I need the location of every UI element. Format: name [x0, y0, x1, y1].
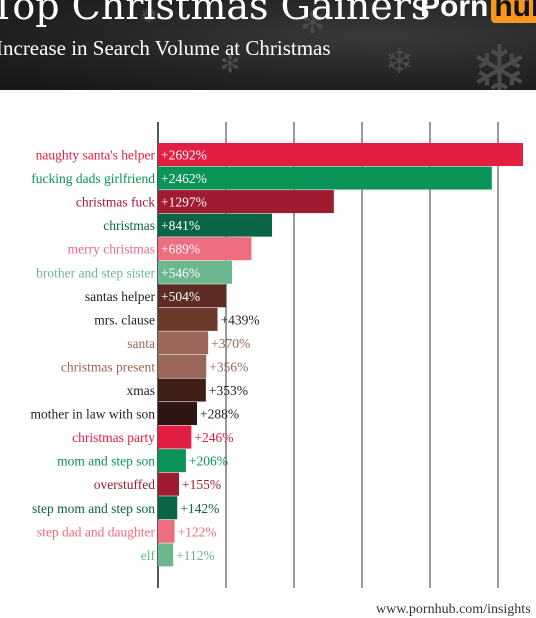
value-label: +370% — [211, 336, 250, 351]
category-label: fucking dads girlfriend — [31, 171, 155, 186]
value-label: +246% — [194, 430, 233, 445]
value-label: +2692% — [161, 148, 207, 163]
category-label: christmas party — [72, 430, 155, 445]
page-subtitle: Increase in Search Volume at Christmas — [0, 36, 331, 60]
bar — [158, 496, 178, 520]
value-label: +2462% — [161, 171, 207, 186]
bar — [158, 378, 206, 402]
bar — [158, 237, 252, 261]
bar — [158, 284, 227, 308]
category-label: naughty santa's helper — [36, 148, 156, 163]
logo-text-part1: Porn — [420, 0, 489, 23]
snowflake-icon: ❄ — [385, 42, 414, 82]
category-label: merry christmas — [68, 242, 155, 257]
category-label: christmas fuck — [76, 195, 155, 210]
bar — [158, 519, 175, 543]
bar — [158, 331, 209, 355]
logo-text-part2: hub — [491, 0, 536, 23]
category-label: step mom and step son — [32, 501, 155, 516]
value-label: +206% — [189, 454, 228, 469]
bar — [158, 213, 273, 237]
bar — [158, 190, 334, 214]
snowflake-icon: ✻ — [220, 50, 241, 78]
category-label: mother in law with son — [31, 407, 156, 422]
bar — [158, 425, 192, 449]
bar — [158, 472, 180, 496]
category-label: christmas present — [61, 359, 155, 374]
category-label: elf — [141, 548, 156, 563]
snowflake-icon: ❅ — [140, 4, 159, 29]
category-label: xmas — [127, 383, 156, 398]
category-label: step dad and daughter — [37, 524, 156, 539]
value-label: +112% — [176, 548, 215, 563]
snowflake-icon: ❄ — [470, 30, 529, 90]
value-label: +439% — [221, 312, 260, 327]
category-label: mom and step son — [57, 454, 155, 469]
bar — [158, 307, 218, 331]
value-label: +288% — [200, 407, 239, 422]
bar — [158, 354, 207, 378]
bar — [158, 260, 233, 284]
bar — [158, 449, 186, 473]
value-label: +546% — [161, 265, 200, 280]
value-label: +504% — [161, 289, 200, 304]
value-label: +353% — [209, 383, 248, 398]
category-label: brother and step sister — [36, 265, 155, 280]
category-label: santa — [127, 336, 155, 351]
value-label: +155% — [182, 477, 221, 492]
bar — [158, 166, 492, 190]
value-label: +122% — [178, 524, 217, 539]
category-label: mrs. clause — [94, 312, 155, 327]
category-label: santas helper — [85, 289, 156, 304]
source-url: www.pornhub.com/insights — [376, 602, 531, 617]
value-label: +142% — [180, 501, 219, 516]
category-label: overstuffed — [94, 477, 155, 492]
bar-chart: naughty santa's helper +2692% fucking dads… — [31, 122, 523, 588]
header-banner: ✻ ❄ ❄ ✻ ❅ Top Christmas Gainers Increase… — [0, 0, 536, 90]
value-label: +841% — [161, 218, 200, 233]
brand-logo: Pornhub — [420, 0, 536, 24]
value-label: +1297% — [161, 195, 207, 210]
page-title: Top Christmas Gainers — [0, 0, 431, 28]
category-label: christmas — [103, 218, 155, 233]
bar — [158, 402, 198, 426]
snowflake-icon: ✻ — [300, 6, 326, 41]
value-label: +689% — [161, 242, 200, 257]
bar — [158, 543, 174, 567]
bar — [158, 143, 523, 166]
value-label: +356% — [209, 359, 248, 374]
